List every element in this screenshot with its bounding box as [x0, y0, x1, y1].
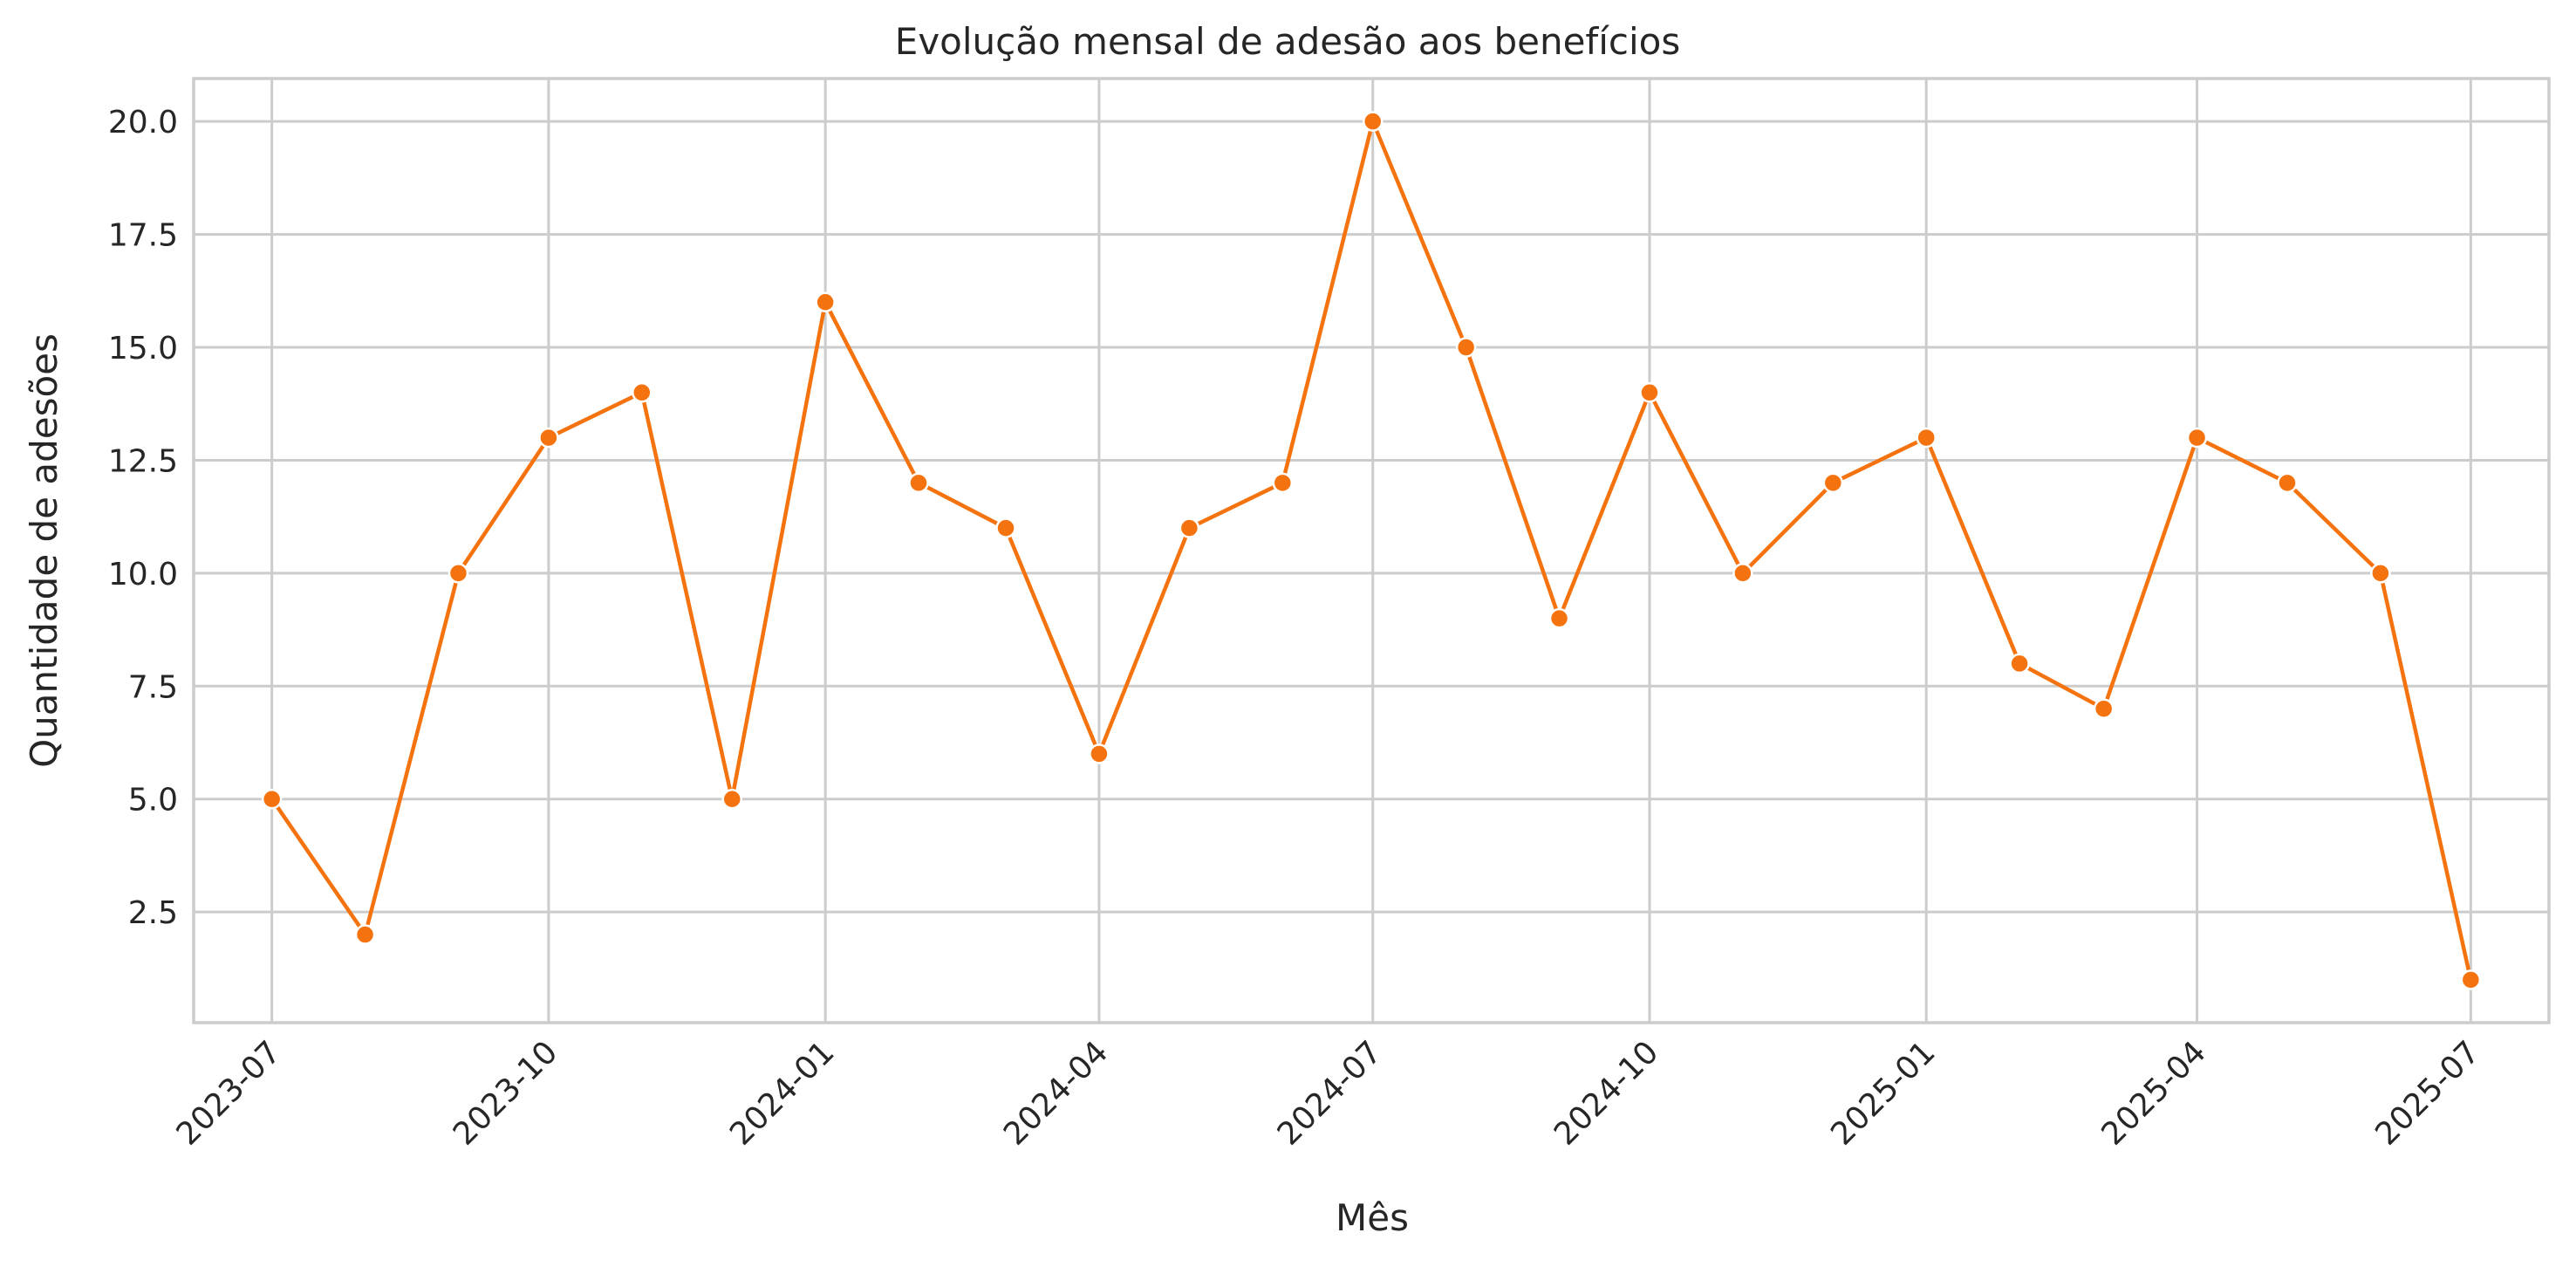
- data-point: [1179, 517, 1200, 538]
- x-axis-ticks: 2023-07 2023-10 2024-01 2024-04 2024-07 2024-…: [170, 1034, 2487, 1152]
- y-tick-label: 2.5: [128, 895, 178, 931]
- data-point: [1272, 472, 1294, 494]
- x-tick-label: 2025-07: [2368, 1034, 2486, 1152]
- data-point: [538, 427, 559, 449]
- y-tick-label: 17.5: [108, 218, 178, 254]
- data-point: [1732, 563, 1753, 584]
- series-line: [270, 119, 2473, 981]
- x-tick-label: 2023-10: [447, 1034, 564, 1152]
- data-point: [632, 382, 653, 403]
- data-point: [1089, 743, 1110, 764]
- y-tick-label: 12.5: [108, 443, 178, 479]
- chart-title: Evolução mensal de adesão aos benefícios: [895, 20, 1680, 63]
- data-point: [1639, 382, 1660, 403]
- data-point: [1455, 337, 1477, 358]
- data-point: [2370, 563, 2391, 584]
- x-tick-label: 2023-07: [170, 1034, 288, 1152]
- series: [261, 111, 2482, 990]
- y-tick-label: 5.0: [128, 783, 178, 818]
- data-point: [908, 472, 929, 494]
- data-point: [261, 788, 283, 810]
- grid: [194, 79, 2549, 1023]
- y-tick-label: 20.0: [108, 105, 178, 140]
- y-tick-label: 10.0: [108, 557, 178, 592]
- data-point: [448, 563, 469, 584]
- data-point: [721, 788, 742, 810]
- data-point: [1822, 472, 1844, 494]
- x-tick-label: 2024-07: [1271, 1034, 1389, 1152]
- data-point: [1362, 111, 1384, 132]
- data-point: [2009, 653, 2030, 675]
- data-point: [2460, 969, 2482, 990]
- x-tick-label: 2025-01: [1824, 1034, 1942, 1152]
- x-tick-label: 2024-10: [1548, 1034, 1665, 1152]
- y-tick-label: 7.5: [128, 669, 178, 705]
- y-tick-label: 15.0: [108, 331, 178, 366]
- x-tick-label: 2024-01: [723, 1034, 841, 1152]
- data-point: [1916, 427, 1937, 449]
- data-point: [995, 517, 1016, 538]
- data-point: [815, 291, 836, 313]
- data-point: [2277, 472, 2298, 494]
- data-point: [2186, 427, 2208, 449]
- data-point: [1548, 607, 1570, 629]
- x-axis-label: Mês: [1336, 1196, 1409, 1239]
- data-point: [2093, 698, 2115, 719]
- x-tick-label: 2024-04: [997, 1034, 1115, 1152]
- x-tick-label: 2025-04: [2095, 1034, 2213, 1152]
- plot-frame: [192, 77, 2551, 1024]
- y-axis-label: Quantidade de adesões: [23, 333, 65, 768]
- y-axis-ticks: 2.5 5.0 7.5 10.0 12.5 15.0 17.5 20.0: [108, 105, 178, 931]
- data-point: [354, 924, 376, 945]
